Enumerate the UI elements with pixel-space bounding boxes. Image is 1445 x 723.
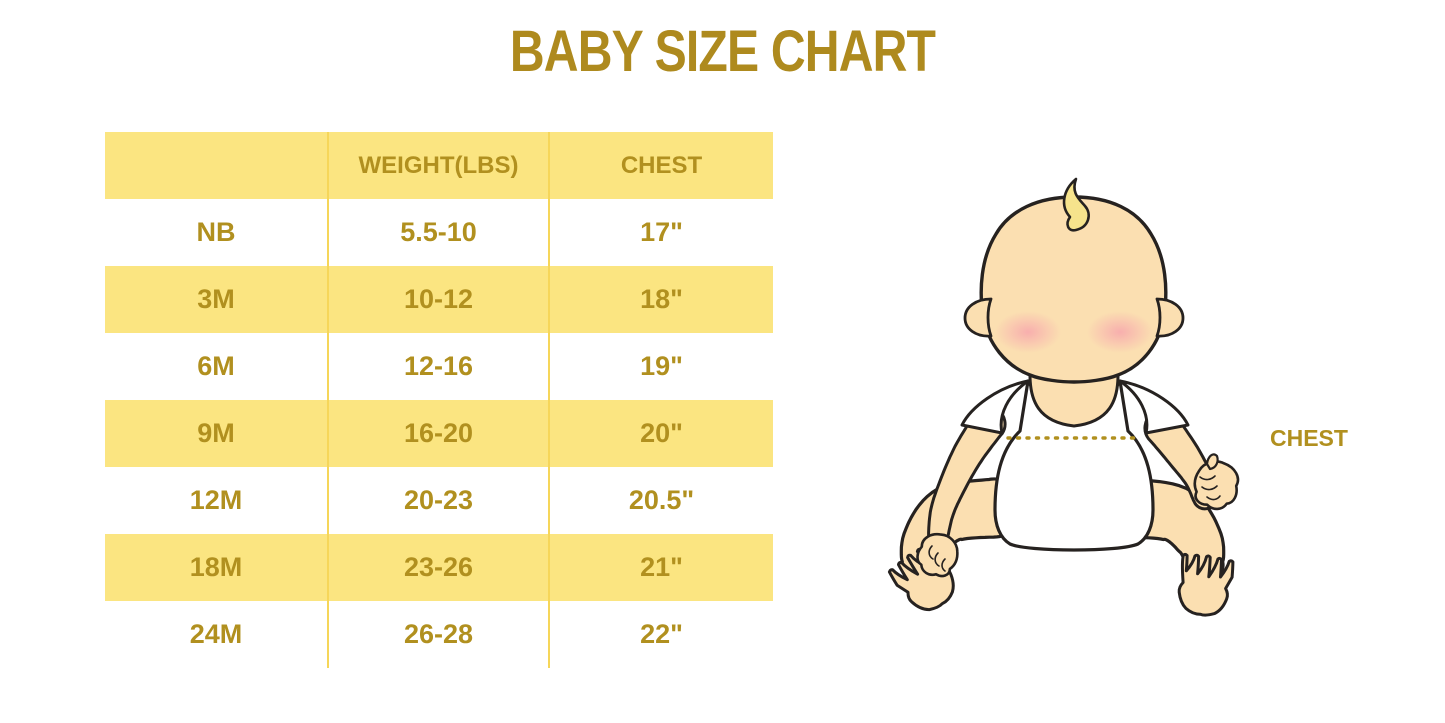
svg-text:CHEST: CHEST [1270, 425, 1348, 451]
